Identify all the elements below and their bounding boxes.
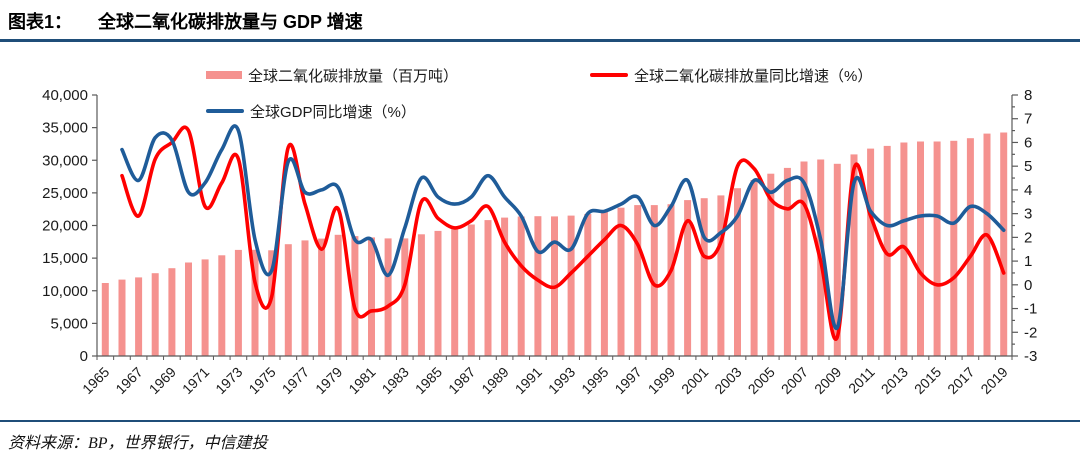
red-line-swatch-icon	[590, 73, 628, 77]
legend-item-co2-emissions: 全球二氧化碳排放量（百万吨）	[206, 65, 458, 85]
svg-text:0: 0	[80, 348, 88, 365]
line-co2-growth	[120, 125, 1006, 342]
svg-text:4: 4	[1024, 182, 1032, 199]
svg-text:-2: -2	[1024, 324, 1037, 341]
line-gdp-growth	[120, 124, 1006, 330]
svg-text:15,000: 15,000	[42, 250, 88, 267]
figure-number-label: 图表1：	[8, 12, 73, 32]
co2-gdp-combo-chart: 0 5,000 10,000 15,000 20,000 25,000 30,000 35,0…	[0, 50, 1080, 418]
svg-text:8: 8	[1024, 87, 1032, 104]
legend-label: 全球二氧化碳排放量（百万吨）	[248, 67, 459, 85]
svg-text:40,000: 40,000	[42, 87, 88, 104]
chart-canvas: 0 5,000 10,000 15,000 20,000 25,000 30,000 35,0…	[42, 87, 1037, 397]
svg-text:-3: -3	[1024, 348, 1037, 365]
svg-text:1965: 1965	[79, 364, 112, 397]
svg-text:-1: -1	[1024, 301, 1037, 318]
svg-text:30,000: 30,000	[42, 152, 88, 169]
svg-text:1997: 1997	[611, 364, 644, 397]
x-axis: 1965 1967 1969 1971 1973 1975 1977 1979 1981 1983…	[79, 356, 1013, 397]
svg-text:1981: 1981	[345, 364, 378, 397]
svg-text:1983: 1983	[379, 364, 412, 397]
footer-divider	[0, 420, 1080, 422]
svg-text:1987: 1987	[445, 364, 478, 397]
svg-text:35,000: 35,000	[42, 120, 88, 137]
svg-text:1991: 1991	[512, 364, 545, 397]
legend-item-co2-growth: 全球二氧化碳排放量同比增速（%）	[590, 65, 872, 85]
svg-text:25,000: 25,000	[42, 185, 88, 202]
svg-text:7: 7	[1024, 111, 1032, 128]
svg-text:1995: 1995	[578, 364, 611, 397]
svg-text:2003: 2003	[711, 364, 744, 397]
bar-swatch-icon	[206, 71, 242, 79]
svg-text:1993: 1993	[545, 364, 578, 397]
svg-text:1989: 1989	[478, 364, 511, 397]
svg-text:1975: 1975	[245, 364, 278, 397]
svg-text:2013: 2013	[878, 364, 911, 397]
legend-label: 全球GDP同比增速（%）	[250, 103, 416, 121]
svg-text:5: 5	[1024, 158, 1032, 175]
svg-text:5,000: 5,000	[50, 315, 88, 332]
legend-label: 全球二氧化碳排放量同比增速（%）	[634, 67, 873, 85]
svg-text:1971: 1971	[179, 364, 212, 397]
svg-text:0: 0	[1024, 277, 1032, 294]
page-title: 全球二氧化碳排放量与 GDP 增速	[98, 12, 363, 32]
svg-text:1985: 1985	[412, 364, 445, 397]
svg-text:2019: 2019	[977, 364, 1010, 397]
svg-text:2009: 2009	[811, 364, 844, 397]
svg-text:1977: 1977	[279, 364, 312, 397]
svg-text:2005: 2005	[745, 364, 778, 397]
svg-text:6: 6	[1024, 134, 1032, 151]
svg-text:1969: 1969	[146, 364, 179, 397]
svg-text:2001: 2001	[678, 364, 711, 397]
svg-text:2015: 2015	[911, 364, 944, 397]
svg-text:2007: 2007	[778, 364, 811, 397]
figure-title-row: 图表1： 全球二氧化碳排放量与 GDP 增速	[8, 8, 363, 34]
svg-text:1999: 1999	[645, 364, 678, 397]
svg-text:1979: 1979	[312, 364, 345, 397]
left-axis: 0 5,000 10,000 15,000 20,000 25,000 30,000 35,0…	[42, 87, 97, 365]
source-note: 资料来源：BP，世界银行，中信建投	[8, 435, 268, 452]
legend-item-gdp-growth: 全球GDP同比增速（%）	[206, 101, 416, 121]
svg-text:1973: 1973	[212, 364, 245, 397]
bars-co2-emissions	[101, 132, 1008, 356]
blue-line-swatch-icon	[206, 109, 244, 113]
svg-text:20,000: 20,000	[42, 218, 88, 235]
right-axis: -3 -2 -1 0 1 2 3 4 5 6 7 8	[1012, 87, 1037, 365]
svg-text:1: 1	[1024, 253, 1032, 270]
svg-text:2017: 2017	[944, 364, 977, 397]
svg-text:10,000: 10,000	[42, 283, 88, 300]
svg-text:2: 2	[1024, 229, 1032, 246]
svg-text:2011: 2011	[845, 364, 878, 397]
svg-text:3: 3	[1024, 206, 1032, 223]
title-divider	[0, 39, 1080, 42]
svg-text:1967: 1967	[112, 364, 145, 397]
